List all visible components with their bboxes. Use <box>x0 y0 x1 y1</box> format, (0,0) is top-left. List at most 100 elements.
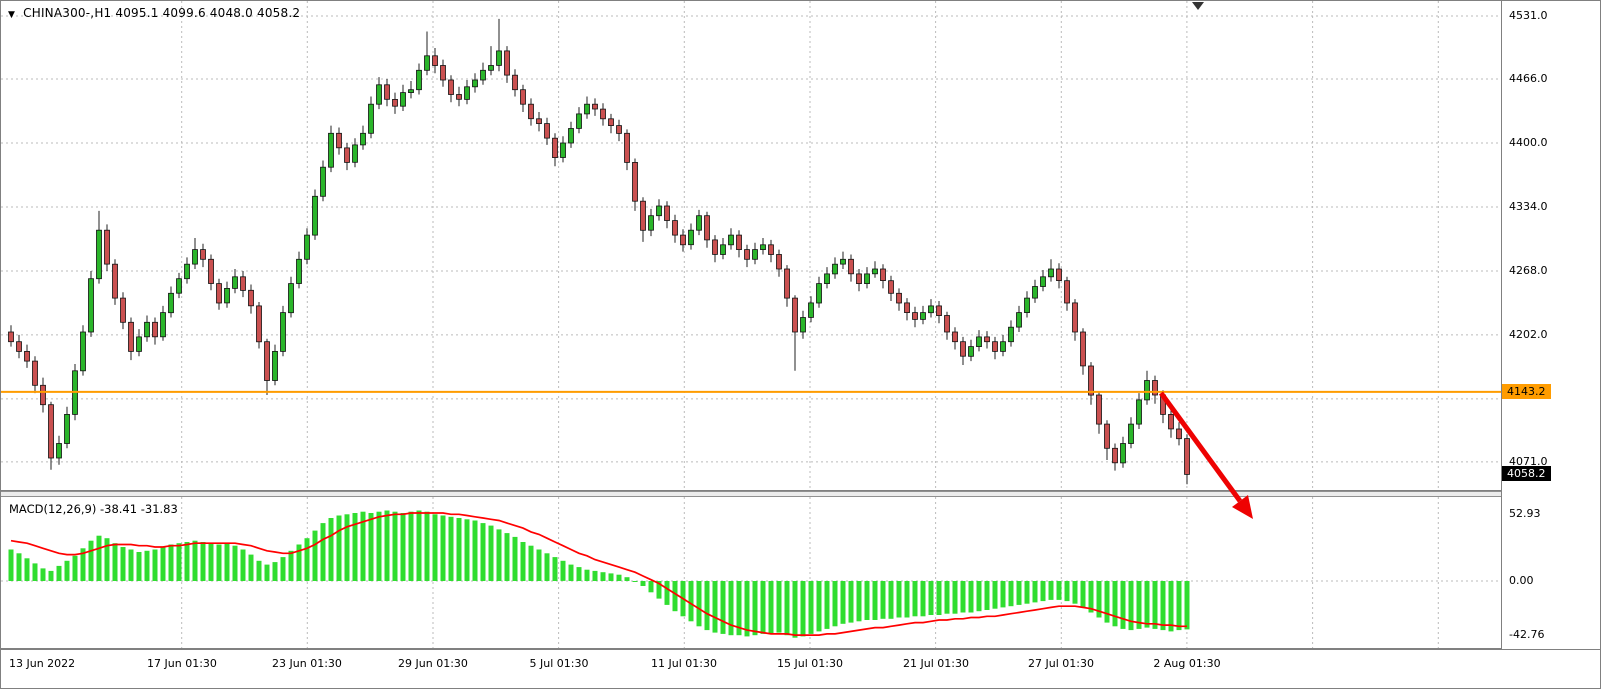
macd-bar <box>1160 581 1166 631</box>
macd-bar <box>768 581 774 634</box>
bull-candle <box>312 195 318 236</box>
bull-candle <box>968 346 974 357</box>
bear-candle <box>1184 438 1190 475</box>
macd-bar <box>392 511 398 581</box>
bull-candle <box>648 215 654 231</box>
macd-bar <box>904 581 910 618</box>
bear-candle <box>16 341 22 352</box>
macd-panel[interactable] <box>1 497 1501 649</box>
bull-candle <box>1008 326 1014 343</box>
bull-candle <box>416 69 422 91</box>
bull-candle <box>272 350 278 381</box>
macd-bar <box>472 520 478 581</box>
bear-candle <box>1176 428 1182 440</box>
bear-candle <box>448 79 454 95</box>
macd-bar <box>984 581 990 610</box>
macd-bar <box>632 581 638 582</box>
macd-bar <box>1096 581 1102 618</box>
macd-bar <box>816 581 822 632</box>
macd-bar <box>40 568 46 581</box>
bear-candle <box>520 89 526 105</box>
main-horizontal-grid <box>1 15 1501 463</box>
current-price-badge: 4058.2 <box>1502 466 1551 481</box>
macd-bar <box>520 542 526 581</box>
macd-bar <box>504 533 510 581</box>
macd-bar <box>88 540 94 581</box>
macd-bar <box>16 553 22 581</box>
bull-candle <box>408 89 414 93</box>
macd-bar <box>400 513 406 581</box>
macd-bar <box>256 560 262 581</box>
macd-tick-label: 52.93 <box>1509 507 1541 520</box>
bear-candle <box>152 321 158 338</box>
bear-candle <box>200 249 206 260</box>
bear-candle <box>552 137 558 158</box>
bear-candle <box>1080 331 1086 367</box>
macd-bar <box>184 542 190 581</box>
macd-bar <box>1056 581 1062 600</box>
bear-candle <box>1112 447 1118 464</box>
bull-candle <box>480 69 486 81</box>
bear-candle <box>24 350 30 362</box>
time-tick-label: 5 Jul 01:30 <box>529 657 589 670</box>
bear-candle <box>248 289 254 307</box>
macd-bar <box>408 511 414 581</box>
bear-candle <box>640 200 646 231</box>
macd-tick-label: -42.76 <box>1509 628 1545 641</box>
macd-bar <box>1016 581 1022 605</box>
macd-bar <box>792 581 798 638</box>
macd-bar <box>1040 581 1046 602</box>
bear-candle <box>592 103 598 110</box>
bull-candle <box>1040 276 1046 287</box>
time-axis[interactable]: 13 Jun 2022 17 Jun 01:30 23 Jun 01:30 29 Ju… <box>1 649 1600 688</box>
macd-bar <box>664 581 670 605</box>
bear-candle <box>784 268 790 299</box>
chart-header: ▼ CHINA300-,H1 4095.1 4099.6 4048.0 4058… <box>8 6 300 20</box>
macd-bar <box>232 545 238 581</box>
macd-bar <box>1128 581 1134 631</box>
bear-candle <box>896 292 902 304</box>
macd-bar <box>784 581 790 636</box>
macd-bar <box>776 581 782 633</box>
bull-candle <box>304 234 310 260</box>
bear-candle <box>624 132 630 163</box>
panel-splitter[interactable] <box>1 491 1600 497</box>
price-axis[interactable]: 4531.0 4466.0 4400.0 4334.0 4268.0 4202.0 4071… <box>1501 1 1600 649</box>
bear-candle <box>856 273 862 284</box>
macd-bar <box>624 577 630 581</box>
macd-bar <box>8 549 14 581</box>
macd-bar <box>32 563 38 581</box>
bear-candle <box>344 147 350 163</box>
macd-bar <box>304 538 310 581</box>
bear-candle <box>104 229 110 265</box>
macd-bar <box>1048 581 1054 600</box>
chart-menu-icon[interactable]: ▼ <box>8 10 16 20</box>
macd-bar <box>264 564 270 581</box>
bull-candle <box>560 142 566 158</box>
macd-bar <box>448 516 454 581</box>
bull-candle <box>824 273 830 284</box>
price-chart-panel[interactable] <box>1 1 1501 491</box>
bear-candle <box>984 336 990 343</box>
macd-bar <box>616 574 622 581</box>
bull-candle <box>752 249 758 260</box>
bear-candle <box>1064 280 1070 304</box>
bear-candle <box>600 108 606 120</box>
chart-shift-marker-icon[interactable] <box>1192 2 1204 10</box>
macd-bar <box>872 581 878 620</box>
bear-candle <box>744 249 750 260</box>
bear-candle <box>672 220 678 236</box>
bear-candle <box>776 254 782 270</box>
macd-bar <box>376 511 382 581</box>
macd-bar <box>960 581 966 613</box>
bull-candle <box>288 283 294 314</box>
bear-candle <box>264 341 270 381</box>
bull-candle <box>1048 268 1054 278</box>
bull-candle <box>920 312 926 320</box>
bull-candle <box>1024 297 1030 314</box>
macd-bar <box>808 581 814 634</box>
macd-bar <box>1000 581 1006 608</box>
bear-candle <box>912 312 918 320</box>
bull-candle <box>176 278 182 294</box>
